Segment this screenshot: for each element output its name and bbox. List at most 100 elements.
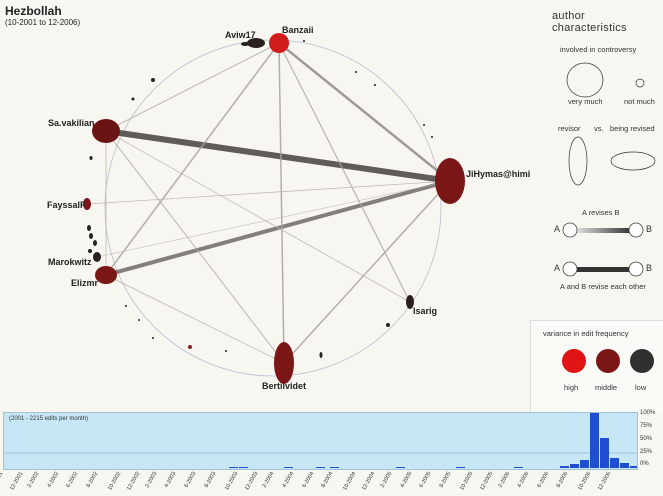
month-tick-label: 10-2002	[106, 471, 122, 492]
month-tick-label: 8-2004	[320, 471, 335, 489]
node-label-bertilvidet: Bertilvidet	[262, 381, 306, 391]
node-bertilvidet[interactable]	[274, 342, 294, 384]
timeline-bar	[229, 467, 238, 468]
minor-author-dot	[374, 84, 376, 86]
node-label-isarig: Isarig	[413, 306, 437, 316]
pct-label-0: 0%	[640, 461, 649, 467]
month-tick-label: 6-2005	[418, 471, 433, 489]
controversy-label: involved in controversy	[560, 45, 637, 54]
being-revised-ellipse	[610, 151, 656, 171]
edge-banzaii-savakilian	[105, 42, 280, 132]
node-jihymas[interactable]	[435, 158, 465, 204]
very-much-circle	[566, 62, 604, 98]
edge-banzaii-isarig	[278, 42, 411, 303]
a-label-1: A	[554, 224, 561, 234]
minor-author-dot	[138, 319, 140, 321]
low-swatch	[630, 349, 654, 373]
timeline-bar	[610, 458, 619, 468]
edit-timeline[interactable]: (2001 - 2215 edits per month)	[3, 412, 638, 470]
month-tick-label: 2-2005	[379, 471, 394, 489]
date-range: (10-2001 to 12-2006)	[5, 18, 81, 27]
edge-bertilvidet-jihymas	[283, 180, 451, 364]
a-label-2: A	[554, 263, 561, 273]
timeline-bar	[330, 467, 339, 468]
timeline-bar	[284, 467, 293, 468]
node-label-fayssalf: FayssalF	[47, 200, 86, 210]
node-marokwitz[interactable]	[93, 252, 101, 262]
month-tick-label: 4-2002	[46, 471, 61, 489]
b-node-2	[628, 261, 644, 277]
timeline-bar	[396, 467, 405, 468]
month-tick-label: 8-2006	[555, 471, 570, 489]
month-tick-label: 2-2002	[26, 471, 41, 489]
node-fayssalf[interactable]	[83, 198, 91, 210]
month-tick-label: 2-2004	[261, 471, 276, 489]
month-tick-label: 8-2002	[85, 471, 100, 489]
month-tick-label: 12-2002	[126, 471, 142, 492]
node-banzaii[interactable]	[269, 33, 289, 53]
edge-banzaii-jihymas	[278, 42, 451, 182]
timeline-bar	[560, 466, 569, 468]
a-node-1	[562, 222, 578, 238]
b-label-2: B	[646, 263, 653, 273]
high-swatch	[562, 349, 586, 373]
minor-author-dot	[319, 352, 323, 358]
revisor-legend-shapes	[568, 136, 656, 186]
edge-elizmr-bertilvidet	[105, 274, 285, 364]
minor-author-dots	[87, 40, 455, 358]
legend-panel: author characteristics involved in contr…	[530, 0, 663, 413]
month-tick-label: 12-2006	[596, 471, 612, 492]
node-elizmr[interactable]	[95, 266, 117, 284]
variance-swatches	[562, 349, 654, 373]
month-tick-label: 10-2006	[577, 471, 593, 492]
node-label-aviw17: Aviw17	[225, 30, 256, 40]
timeline-bar	[590, 413, 599, 468]
node-label-savakilian: Sa.vakilian	[48, 118, 95, 128]
node-label-marokwitz: Marokwitz	[48, 257, 92, 267]
node-isarig[interactable]	[406, 295, 414, 309]
edge-marokwitz-jihymas	[96, 180, 451, 258]
edge-savakilian-isarig	[105, 130, 411, 303]
variance-title: variance in edit frequency	[543, 329, 629, 338]
month-tick-label: 2-2006	[497, 471, 511, 489]
a-node-2	[562, 261, 578, 277]
month-tick-label: 12-2004	[361, 471, 377, 492]
node-aviw17[interactable]	[247, 38, 265, 48]
timeline-bar	[580, 460, 589, 468]
middle-swatch	[596, 349, 620, 373]
node-label-banzaii: Banzaii	[282, 25, 314, 35]
month-tick-label: 8-2005	[438, 471, 453, 489]
node-label-jihymas: JiHymas@himivest.com	[466, 169, 530, 179]
minor-author-dot	[386, 323, 390, 327]
month-tick-label: 6-2006	[536, 471, 551, 489]
month-tick-label: 2-2003	[144, 471, 159, 489]
timeline-bar	[630, 466, 637, 468]
edge-banzaii-bertilvidet	[278, 42, 285, 364]
timeline-caption: (2001 - 2215 edits per month)	[9, 416, 89, 422]
node-savakilian[interactable]	[92, 119, 120, 143]
timeline-bar	[456, 467, 465, 468]
minor-author-dot	[125, 305, 127, 307]
minor-author-dot	[89, 233, 93, 239]
revision-legend-shapes	[562, 222, 644, 277]
minor-author-dot	[188, 345, 192, 349]
revisor-label: revisor	[558, 124, 581, 133]
pct-label-25: 25%	[640, 449, 653, 455]
high-label: high	[564, 383, 579, 392]
minor-author-dot	[89, 156, 93, 160]
pct-label-75: 75%	[640, 423, 653, 429]
minor-author-dot	[355, 71, 357, 73]
minor-author-dot	[87, 225, 91, 231]
edge-banzaii-elizmr	[105, 42, 280, 276]
month-tick-label: 6-2004	[301, 471, 315, 489]
minor-author-dot	[151, 78, 155, 82]
minor-author-dot	[93, 240, 97, 246]
pct-label-100: 100%	[640, 410, 656, 416]
edge-savakilian-jihymas	[105, 128, 451, 184]
month-tick-label: 10-2001	[0, 471, 5, 492]
b-label-1: B	[646, 224, 653, 234]
low-label: low	[635, 383, 647, 392]
month-tick-label: 4-2006	[516, 471, 531, 489]
minor-author-dot	[423, 124, 425, 126]
minor-author-dot	[152, 337, 154, 339]
